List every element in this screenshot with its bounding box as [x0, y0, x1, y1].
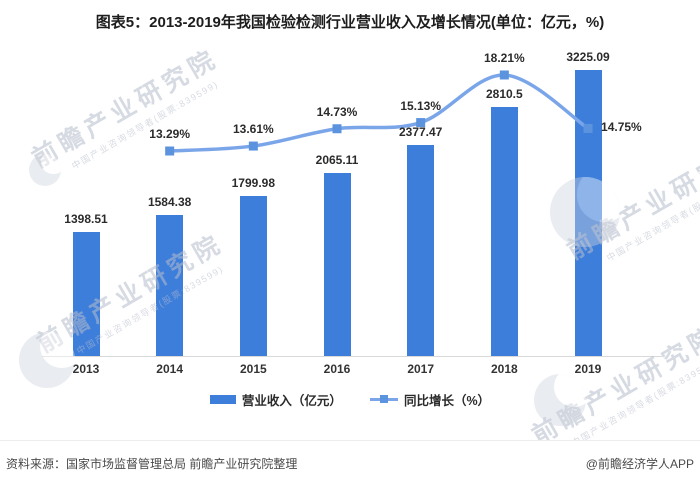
- bar-value-2015: 1799.98: [231, 176, 276, 191]
- growth-value-2017: 15.13%: [400, 98, 442, 113]
- credit-note: @前瞻经济学人APP: [585, 457, 694, 471]
- bar-2019: [574, 69, 602, 356]
- growth-value-2015: 13.61%: [232, 122, 274, 137]
- legend-item-growth: 同比增长（%）: [369, 390, 491, 409]
- line-marker-2014: [165, 146, 175, 156]
- axis-label-2019: 2019: [574, 362, 602, 376]
- growth-value-2018: 18.21%: [483, 50, 525, 65]
- bar-2015: [239, 196, 267, 356]
- legend-item-revenue: 营业收入（亿元）: [209, 390, 342, 409]
- footer: 资料来源：国家市场监督管理总局 前瞻产业研究院整理 @前瞻经济学人APP: [0, 440, 700, 482]
- bar-2016: [323, 172, 351, 356]
- bar-2017: [407, 145, 435, 356]
- bar-value-2019: 3225.09: [566, 49, 610, 64]
- source-note: 资料来源：国家市场监督管理总局 前瞻产业研究院整理: [6, 457, 298, 471]
- watermark-text: 前瞻产业研究院 中国产业咨询领导者(股票:839599): [27, 44, 224, 174]
- legend: 营业收入（亿元） 同比增长（%）: [0, 390, 700, 409]
- axis-label-2015: 2015: [239, 362, 267, 376]
- bar-2014: [156, 215, 184, 356]
- chart-title: 图表5：2013-2019年我国检验检测行业营业收入及增长情况(单位：亿元，%): [95, 14, 605, 31]
- bar-value-2014: 1584.38: [147, 195, 192, 210]
- growth-value-2019: 14.75%: [601, 120, 642, 135]
- line-marker-2015: [248, 141, 258, 151]
- line-swatch-icon: [369, 395, 398, 404]
- line-marker-2018: [499, 70, 509, 80]
- axis-label-2014: 2014: [156, 362, 183, 376]
- watermark-text: 前瞻产业研究院 中国产业咨询领导者(股票:839599): [32, 229, 229, 359]
- axis-label-2013: 2013: [72, 362, 100, 376]
- growth-value-2016: 14.73%: [316, 104, 358, 119]
- axis-label-2016: 2016: [323, 362, 351, 376]
- legend-label-growth: 同比增长（%）: [403, 394, 491, 408]
- axis-label-2017: 2017: [407, 362, 435, 376]
- bar-2013: [72, 231, 100, 356]
- bar-value-2013: 1398.51: [64, 211, 108, 226]
- watermark-logo-icon: [19, 332, 75, 388]
- x-axis-line: [42, 356, 662, 357]
- bar-value-2018: 2810.5: [485, 86, 523, 101]
- bar-2018: [490, 106, 518, 356]
- axis-label-2018: 2018: [490, 362, 518, 376]
- line-marker-2016: [332, 124, 342, 134]
- bar-value-2017: 2377.47: [398, 125, 443, 140]
- watermark-logo-icon: [29, 154, 61, 186]
- bar-value-2016: 2065.11: [315, 152, 359, 167]
- legend-label-revenue: 营业收入（亿元）: [241, 394, 342, 408]
- bar-swatch-icon: [209, 395, 236, 404]
- growth-value-2014: 13.29%: [149, 127, 190, 141]
